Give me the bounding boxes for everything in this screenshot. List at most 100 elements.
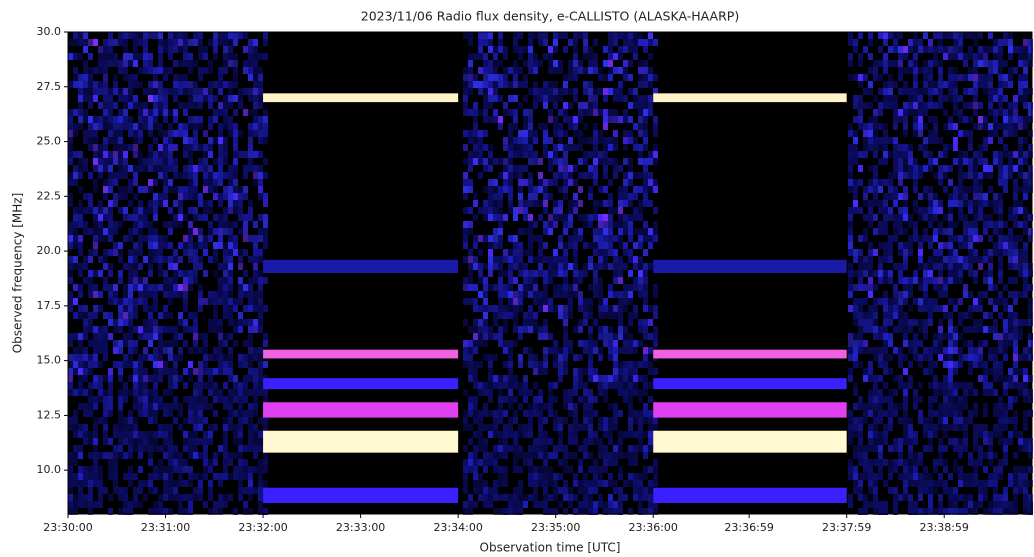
noise <box>233 151 238 158</box>
noise <box>173 249 178 256</box>
noise <box>93 382 98 389</box>
noise <box>553 116 558 123</box>
noise <box>593 235 598 242</box>
noise <box>603 501 608 508</box>
noise <box>938 445 943 452</box>
noise <box>563 361 568 368</box>
noise <box>928 81 933 88</box>
noise <box>83 193 88 200</box>
noise <box>958 494 963 501</box>
noise <box>988 438 993 445</box>
noise <box>83 333 88 340</box>
noise <box>643 67 648 74</box>
noise <box>233 32 238 39</box>
noise <box>563 305 568 312</box>
noise <box>943 333 948 340</box>
noise <box>173 158 178 165</box>
noise <box>238 284 243 291</box>
noise <box>463 179 468 186</box>
noise <box>223 452 228 459</box>
noise <box>918 123 923 130</box>
noise <box>73 228 78 235</box>
noise <box>258 389 263 396</box>
noise <box>208 81 213 88</box>
noise <box>618 235 623 242</box>
noise <box>148 270 153 277</box>
noise <box>98 291 103 298</box>
noise <box>533 221 538 228</box>
noise <box>503 256 508 263</box>
noise <box>258 382 263 389</box>
noise <box>948 32 953 39</box>
noise <box>148 417 153 424</box>
noise <box>1008 165 1013 172</box>
noise <box>638 277 643 284</box>
noise <box>163 179 168 186</box>
noise <box>923 109 928 116</box>
noise <box>528 130 533 137</box>
noise <box>623 158 628 165</box>
noise <box>638 242 643 249</box>
noise <box>623 74 628 81</box>
noise <box>928 354 933 361</box>
noise <box>508 424 513 431</box>
noise <box>243 46 248 53</box>
noise <box>558 312 563 319</box>
noise <box>183 39 188 46</box>
noise <box>938 88 943 95</box>
noise <box>1008 375 1013 382</box>
noise <box>113 361 118 368</box>
noise <box>538 445 543 452</box>
noise <box>943 242 948 249</box>
noise <box>943 172 948 179</box>
noise <box>478 473 483 480</box>
noise <box>943 256 948 263</box>
noise <box>523 60 528 67</box>
noise <box>263 424 268 431</box>
noise <box>103 137 108 144</box>
noise <box>953 67 958 74</box>
noise <box>868 473 873 480</box>
noise <box>158 249 163 256</box>
noise <box>898 452 903 459</box>
noise <box>113 102 118 109</box>
noise <box>138 375 143 382</box>
noise <box>498 193 503 200</box>
noise <box>858 207 863 214</box>
noise <box>68 480 73 487</box>
noise <box>923 305 928 312</box>
noise <box>168 277 173 284</box>
noise <box>598 382 603 389</box>
noise <box>138 123 143 130</box>
noise <box>638 284 643 291</box>
noise <box>848 340 853 347</box>
noise <box>203 452 208 459</box>
noise <box>863 123 868 130</box>
noise <box>478 53 483 60</box>
noise <box>878 46 883 53</box>
noise <box>993 333 998 340</box>
noise <box>893 228 898 235</box>
noise <box>983 270 988 277</box>
noise <box>498 242 503 249</box>
noise <box>968 32 973 39</box>
noise <box>948 249 953 256</box>
noise <box>618 431 623 438</box>
noise <box>83 305 88 312</box>
noise <box>218 235 223 242</box>
noise <box>473 417 478 424</box>
noise <box>243 375 248 382</box>
noise <box>603 235 608 242</box>
noise <box>538 326 543 333</box>
noise <box>163 487 168 494</box>
noise <box>83 312 88 319</box>
noise <box>618 277 623 284</box>
noise <box>623 305 628 312</box>
noise <box>243 305 248 312</box>
noise <box>233 172 238 179</box>
noise <box>128 424 133 431</box>
noise <box>243 410 248 417</box>
noise <box>528 256 533 263</box>
noise <box>988 459 993 466</box>
